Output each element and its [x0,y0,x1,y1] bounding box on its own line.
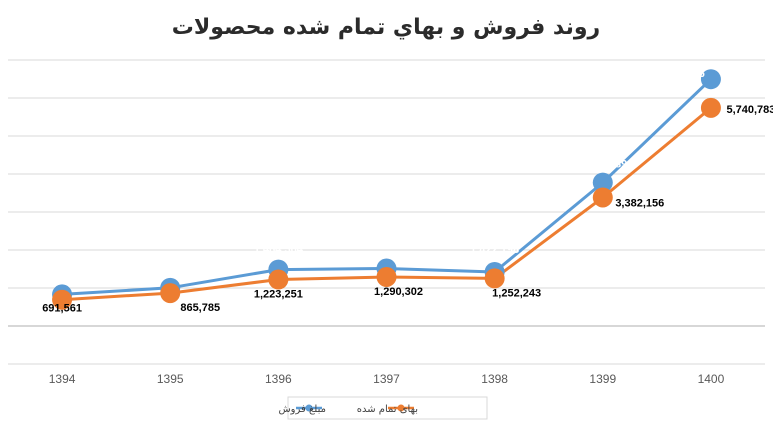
sales-point [700,69,721,90]
x-tick-label: 1396 [265,372,292,386]
x-tick-label: 1397 [373,372,400,386]
cost-point [268,269,289,290]
cost-data-label: 1,290,302 [374,286,423,298]
sales-data-label: 6,494,846 [656,68,705,80]
cost-data-label: 1,252,243 [492,287,541,299]
data-labels: 831,250 1,004,343 1,484,364 1,512,358 1,422,… [42,68,773,315]
series-points [52,69,721,310]
legend-box [287,396,488,420]
cost-point [592,187,613,208]
legend-label-cost: بهای تمام شده [357,404,418,415]
sales-data-label: 1,004,343 [146,259,195,271]
sales-point [592,172,613,193]
x-tick-label: 1399 [589,372,616,386]
legend-marker-sales [305,404,313,412]
cost-point [484,268,505,289]
cost-point [52,289,73,310]
cost-data-label: 1,223,251 [254,289,303,301]
x-tick-label: 1395 [157,372,184,386]
cost-data-label: 865,785 [180,302,220,314]
chart-title: روند فروش و بهاي تمام شده محصولات [172,15,600,40]
gridlines [8,59,765,365]
cost-point [160,283,181,304]
legend-marker-cost [397,404,405,412]
x-tick-label: 1394 [49,372,76,386]
cost-data-label: 691,561 [42,303,82,315]
x-tick-label: 1398 [481,372,508,386]
x-tick-label: 1400 [698,372,725,386]
sales-data-label: 1,512,358 [362,238,411,250]
cost-data-label: 3,382,156 [615,197,664,209]
legend: مبلغ فروش بهای تمام شده [278,396,488,420]
sales-data-label: 3,773,989 [578,159,627,171]
cost-point [700,97,721,118]
sales-data-label: 1,422,198 [470,244,519,256]
sales-data-label: 831,250 [42,268,82,280]
x-axis: 1394 1395 1396 1397 1398 1399 1400 [49,372,725,386]
cost-point [376,266,397,287]
legend-label-sales: مبلغ فروش [278,404,326,415]
cost-data-label: 5,740,783 [726,104,773,116]
sales-data-label: 1,484,364 [254,244,304,256]
